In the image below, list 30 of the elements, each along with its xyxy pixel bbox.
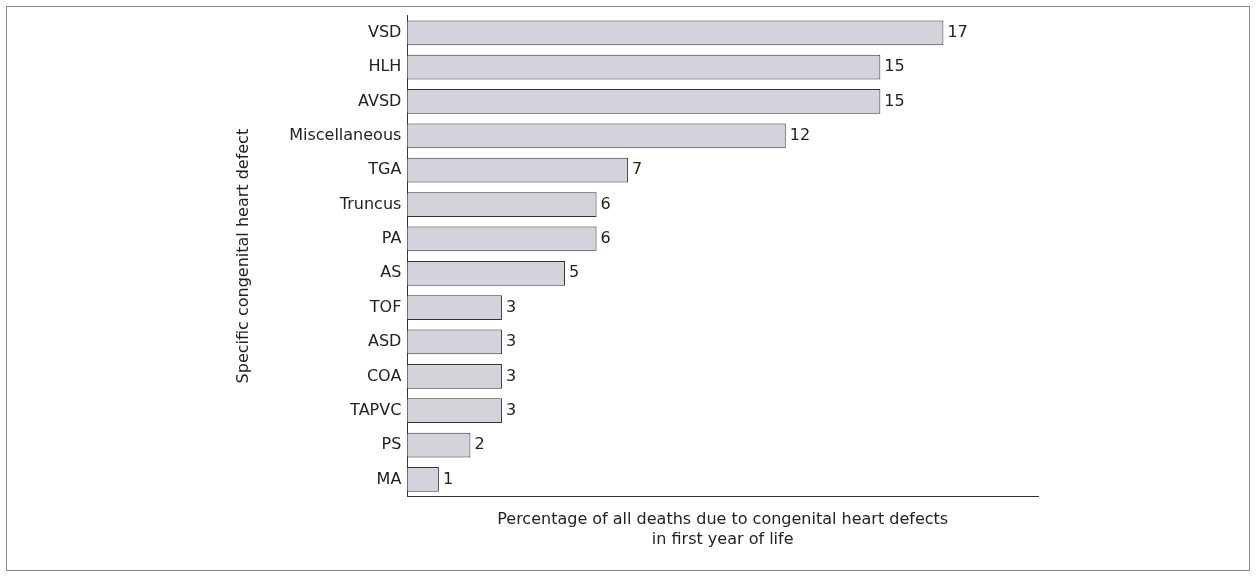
data-label: 3 xyxy=(505,399,517,419)
y-tick-label: TAPVC xyxy=(349,399,402,419)
y-tick-label: VSD xyxy=(367,21,402,41)
data-label: 15 xyxy=(884,90,905,110)
y-tick-label: TOF xyxy=(368,296,402,316)
y-tick-label: COA xyxy=(366,365,402,385)
x-axis-title: Percentage of all deaths due to congenital heart defects in first year of life xyxy=(497,509,949,548)
y-tick-label: AS xyxy=(380,262,402,282)
data-label: 6 xyxy=(600,228,611,248)
data-label: 17 xyxy=(947,21,968,41)
y-tick-label: MA xyxy=(376,468,402,488)
data-label: 2 xyxy=(474,434,485,454)
y-tick-label: PA xyxy=(381,228,402,248)
y-tick-label: TGA xyxy=(367,159,402,179)
y-tick-label: Truncus xyxy=(338,193,402,213)
data-label: 15 xyxy=(884,56,905,76)
y-tick-label: Miscellaneous xyxy=(289,125,402,145)
data-label: 1 xyxy=(442,468,454,488)
data-label: 6 xyxy=(600,193,611,213)
y-axis-title: Specific congenital heart defect xyxy=(232,128,252,384)
y-tick-label: PS xyxy=(381,434,402,454)
data-label: 3 xyxy=(505,331,517,351)
data-label: 5 xyxy=(569,262,580,282)
y-tick-label: HLH xyxy=(368,56,402,76)
y-tick-label: ASD xyxy=(367,331,402,351)
data-label: 3 xyxy=(505,365,517,385)
data-label: 3 xyxy=(505,296,517,316)
data-label: 7 xyxy=(632,159,643,179)
data-label: 12 xyxy=(789,125,811,145)
y-tick-label: AVSD xyxy=(358,90,402,110)
